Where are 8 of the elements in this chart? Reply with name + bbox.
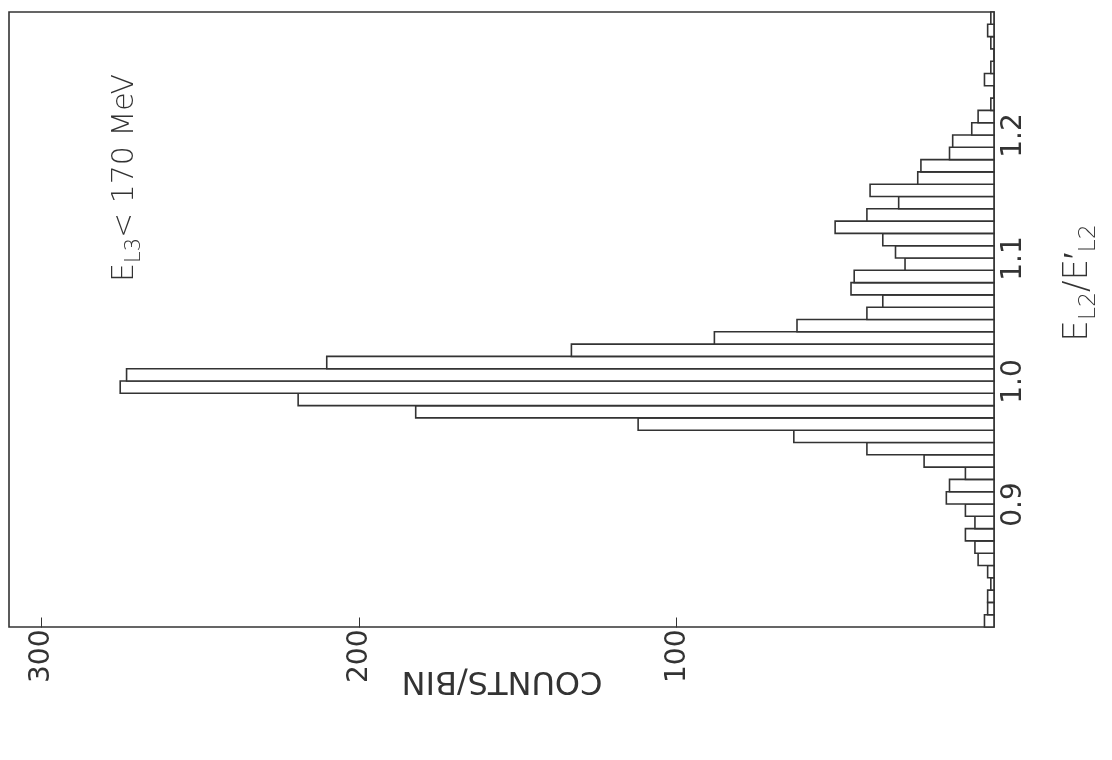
x-axis-title: COUNTS/BIN	[401, 663, 603, 702]
x-tick-label: 100	[658, 629, 692, 683]
x-tick-label: 200	[341, 629, 375, 683]
y-tick-label: 1.1	[994, 236, 1028, 281]
y-tick-label: 1.0	[994, 359, 1028, 404]
x-tick-label: 300	[23, 629, 57, 683]
y-tick-label: 1.2	[994, 113, 1028, 158]
y-tick-label: 0.9	[994, 482, 1028, 527]
